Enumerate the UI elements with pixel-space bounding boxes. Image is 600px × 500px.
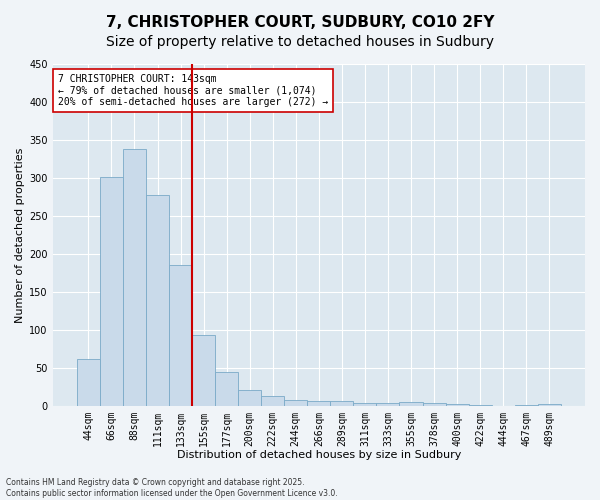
X-axis label: Distribution of detached houses by size in Sudbury: Distribution of detached houses by size … bbox=[176, 450, 461, 460]
Bar bbox=[353, 402, 376, 406]
Bar bbox=[100, 177, 123, 406]
Bar bbox=[123, 149, 146, 406]
Bar bbox=[146, 196, 169, 406]
Bar bbox=[238, 390, 261, 406]
Bar bbox=[538, 404, 561, 406]
Bar bbox=[422, 404, 446, 406]
Bar bbox=[515, 405, 538, 406]
Text: 7, CHRISTOPHER COURT, SUDBURY, CO10 2FY: 7, CHRISTOPHER COURT, SUDBURY, CO10 2FY bbox=[106, 15, 494, 30]
Bar bbox=[192, 335, 215, 406]
Text: Size of property relative to detached houses in Sudbury: Size of property relative to detached ho… bbox=[106, 35, 494, 49]
Bar bbox=[169, 265, 192, 406]
Bar bbox=[284, 400, 307, 406]
Text: 7 CHRISTOPHER COURT: 143sqm
← 79% of detached houses are smaller (1,074)
20% of : 7 CHRISTOPHER COURT: 143sqm ← 79% of det… bbox=[58, 74, 328, 108]
Bar bbox=[307, 401, 331, 406]
Bar bbox=[261, 396, 284, 406]
Y-axis label: Number of detached properties: Number of detached properties bbox=[15, 147, 25, 322]
Bar bbox=[376, 404, 400, 406]
Bar bbox=[446, 404, 469, 406]
Text: Contains HM Land Registry data © Crown copyright and database right 2025.
Contai: Contains HM Land Registry data © Crown c… bbox=[6, 478, 338, 498]
Bar bbox=[469, 405, 491, 406]
Bar bbox=[400, 402, 422, 406]
Bar bbox=[215, 372, 238, 406]
Bar bbox=[331, 401, 353, 406]
Bar bbox=[77, 358, 100, 406]
